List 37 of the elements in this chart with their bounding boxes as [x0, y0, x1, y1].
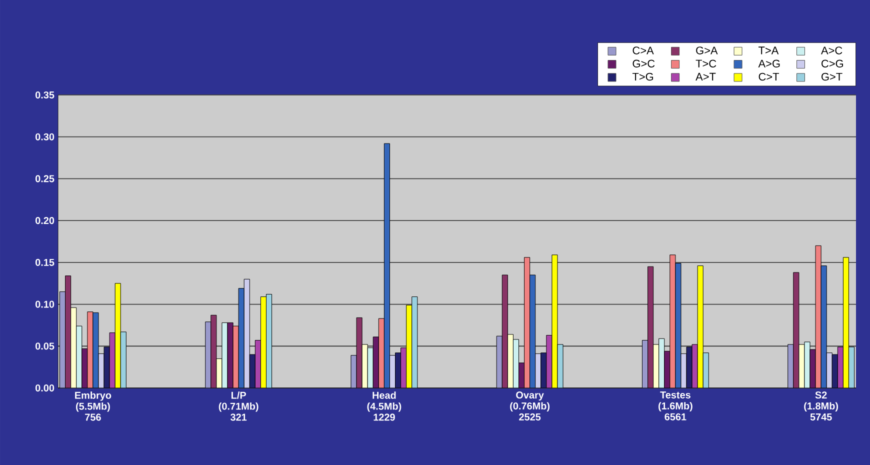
x-tick-label: S2 (1.8Mb) 5745: [804, 392, 838, 420]
y-tick-label: 0.20: [35, 217, 54, 224]
legend-label: A>G: [758, 60, 780, 68]
bar: [260, 296, 266, 388]
y-tick-label: 0.15: [35, 258, 54, 266]
y-tick-label: 0.10: [35, 300, 54, 308]
bar: [648, 266, 654, 388]
legend-label: T>G: [632, 72, 654, 81]
bar: [244, 279, 250, 388]
legend-label: C>T: [758, 72, 780, 81]
y-tick-label: 0.05: [35, 342, 54, 350]
x-tick-label: Embryo (5.5Mb) 756: [75, 392, 112, 421]
legend-label: G>A: [696, 46, 718, 54]
x-tick-label: Ovary (0.76Mb) 2525: [510, 392, 550, 420]
legend-label: G>T: [822, 72, 842, 81]
y-tick-label: 0.30: [35, 133, 54, 140]
legend-label: T>A: [758, 46, 779, 54]
legend-label: C>G: [822, 60, 843, 68]
legend-label: G>C: [632, 60, 655, 68]
bar: [698, 266, 704, 388]
y-tick-label: 0.00: [35, 384, 54, 392]
legend-label: A>T: [696, 72, 716, 80]
legend-label: A>C: [820, 46, 842, 54]
bar: [793, 272, 800, 388]
legend-label: C>A: [632, 46, 654, 54]
legend-label: T>C: [696, 60, 716, 68]
x-tick-label: Testes (1.6Mb) 6561: [658, 392, 692, 420]
bar: [412, 296, 418, 388]
bar: [842, 257, 849, 388]
bar: [266, 294, 272, 388]
x-tick-label: Head (4.5Mb) 1229: [367, 392, 402, 421]
bar: [115, 283, 121, 388]
x-tick-label: L/P (0.71Mb) 321: [218, 392, 258, 421]
bar: [65, 276, 71, 388]
y-tick-label: 0.35: [35, 91, 54, 99]
y-tick-label: 0.25: [35, 175, 54, 182]
bar: [502, 274, 508, 388]
